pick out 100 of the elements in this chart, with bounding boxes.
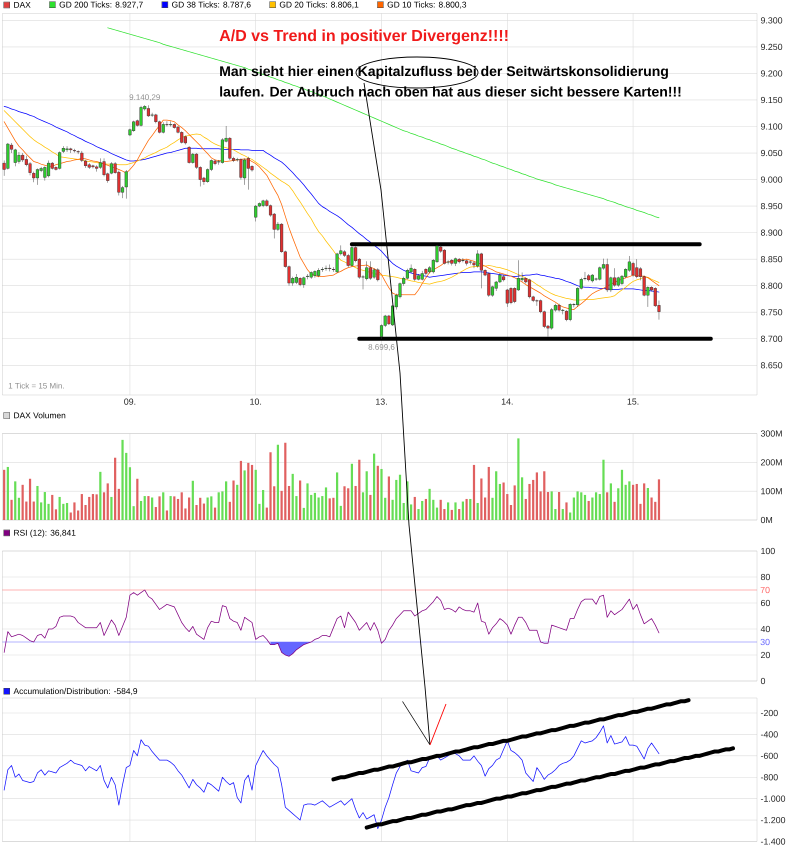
bar	[643, 483, 646, 520]
y-tick-label: 200M	[760, 459, 782, 466]
y-tick-label: 40	[760, 626, 770, 632]
candlestick	[613, 268, 616, 287]
bar	[158, 496, 161, 520]
bar	[388, 476, 390, 520]
y-tick-label: 8.950	[760, 202, 782, 210]
bar	[324, 487, 328, 520]
bar	[428, 488, 431, 520]
y-tick-label: 9.150	[760, 96, 782, 104]
candlestick	[590, 274, 594, 283]
bar	[450, 510, 453, 520]
bar	[144, 496, 146, 520]
candlestick	[528, 278, 532, 299]
bar	[99, 472, 102, 520]
bar	[214, 508, 216, 520]
y-tick-label: 9.200	[760, 70, 782, 77]
bar	[51, 494, 54, 520]
annotation: 9.140,29	[130, 94, 160, 101]
bar	[262, 490, 264, 520]
bar	[336, 472, 338, 520]
candlestick	[17, 152, 21, 164]
bar	[458, 509, 460, 520]
legend-label: GD 200 Ticks: 8.927,7	[60, 1, 143, 9]
bar	[58, 496, 61, 520]
bar	[440, 500, 442, 520]
bar	[240, 460, 242, 520]
y-tick-label: 100	[761, 548, 775, 554]
candlestick	[368, 261, 372, 280]
bar	[628, 481, 630, 520]
bar	[180, 492, 183, 520]
y-tick-label: 8.700	[760, 336, 782, 342]
candlestick	[228, 136, 232, 160]
bar	[658, 479, 660, 520]
x-tick-label: 14.	[502, 398, 513, 405]
bar	[517, 438, 520, 520]
candlestick	[413, 268, 416, 282]
ref-line-label: 30	[760, 638, 770, 646]
bar	[502, 482, 505, 520]
candlestick	[376, 268, 380, 282]
bar	[588, 500, 590, 520]
candlestick	[458, 258, 461, 264]
bar	[550, 491, 553, 520]
candlestick	[616, 276, 620, 287]
text: A/D vs Trend in positiver Divergenz!!!!	[220, 29, 508, 44]
candlestick	[406, 268, 409, 280]
y-tick-label: -1.200	[760, 816, 786, 824]
bar	[636, 484, 638, 520]
bar	[173, 496, 176, 520]
legend-label: Accumulation/Distribution: -584,9	[14, 688, 138, 696]
legend-label: RSI (12): 36,841	[14, 530, 76, 538]
candlestick	[328, 264, 332, 272]
bar	[244, 470, 246, 520]
bar	[110, 496, 113, 520]
bar	[562, 509, 564, 520]
bar	[28, 478, 32, 520]
y-tick-label: 9.000	[760, 176, 782, 183]
bar	[476, 502, 479, 520]
bar	[462, 502, 464, 520]
bar	[106, 483, 109, 520]
y-tick-label: 8.850	[760, 256, 782, 262]
bar	[414, 496, 416, 520]
bar	[358, 460, 360, 520]
bar	[528, 484, 531, 520]
bar	[328, 498, 331, 520]
y-tick-label: -1.000	[760, 796, 786, 802]
bar	[446, 502, 450, 520]
bar	[114, 458, 116, 520]
candlestick	[450, 258, 454, 266]
bar	[192, 480, 194, 520]
bar	[92, 494, 94, 520]
candlestick	[561, 308, 564, 315]
y-tick-label: 80	[760, 574, 770, 580]
bar	[369, 494, 372, 520]
bar	[514, 485, 516, 520]
bar	[73, 502, 76, 520]
bar	[558, 492, 560, 520]
bar	[292, 474, 294, 520]
y-tick-label: -600	[760, 752, 778, 759]
candlestick	[36, 168, 40, 186]
legend-label: GD 38 Ticks: 8.787,6	[172, 1, 251, 9]
bar	[170, 496, 172, 520]
candlestick	[509, 287, 513, 304]
bar	[465, 498, 468, 520]
candlestick	[254, 204, 258, 222]
bar	[650, 498, 653, 520]
y-tick-label: 0	[760, 678, 766, 684]
y-tick-label: 9.300	[760, 17, 782, 24]
annotation: 1 Tick = 15 Min.	[8, 382, 64, 389]
bar	[584, 494, 586, 520]
bar	[343, 486, 346, 520]
y-tick-label: 0M	[760, 516, 772, 524]
bar	[136, 478, 138, 520]
candlestick	[442, 248, 446, 265]
bar	[480, 478, 482, 520]
bar	[380, 468, 383, 520]
bar	[424, 498, 428, 520]
bar	[3, 470, 6, 520]
candlestick	[465, 259, 468, 266]
bar	[6, 466, 9, 520]
